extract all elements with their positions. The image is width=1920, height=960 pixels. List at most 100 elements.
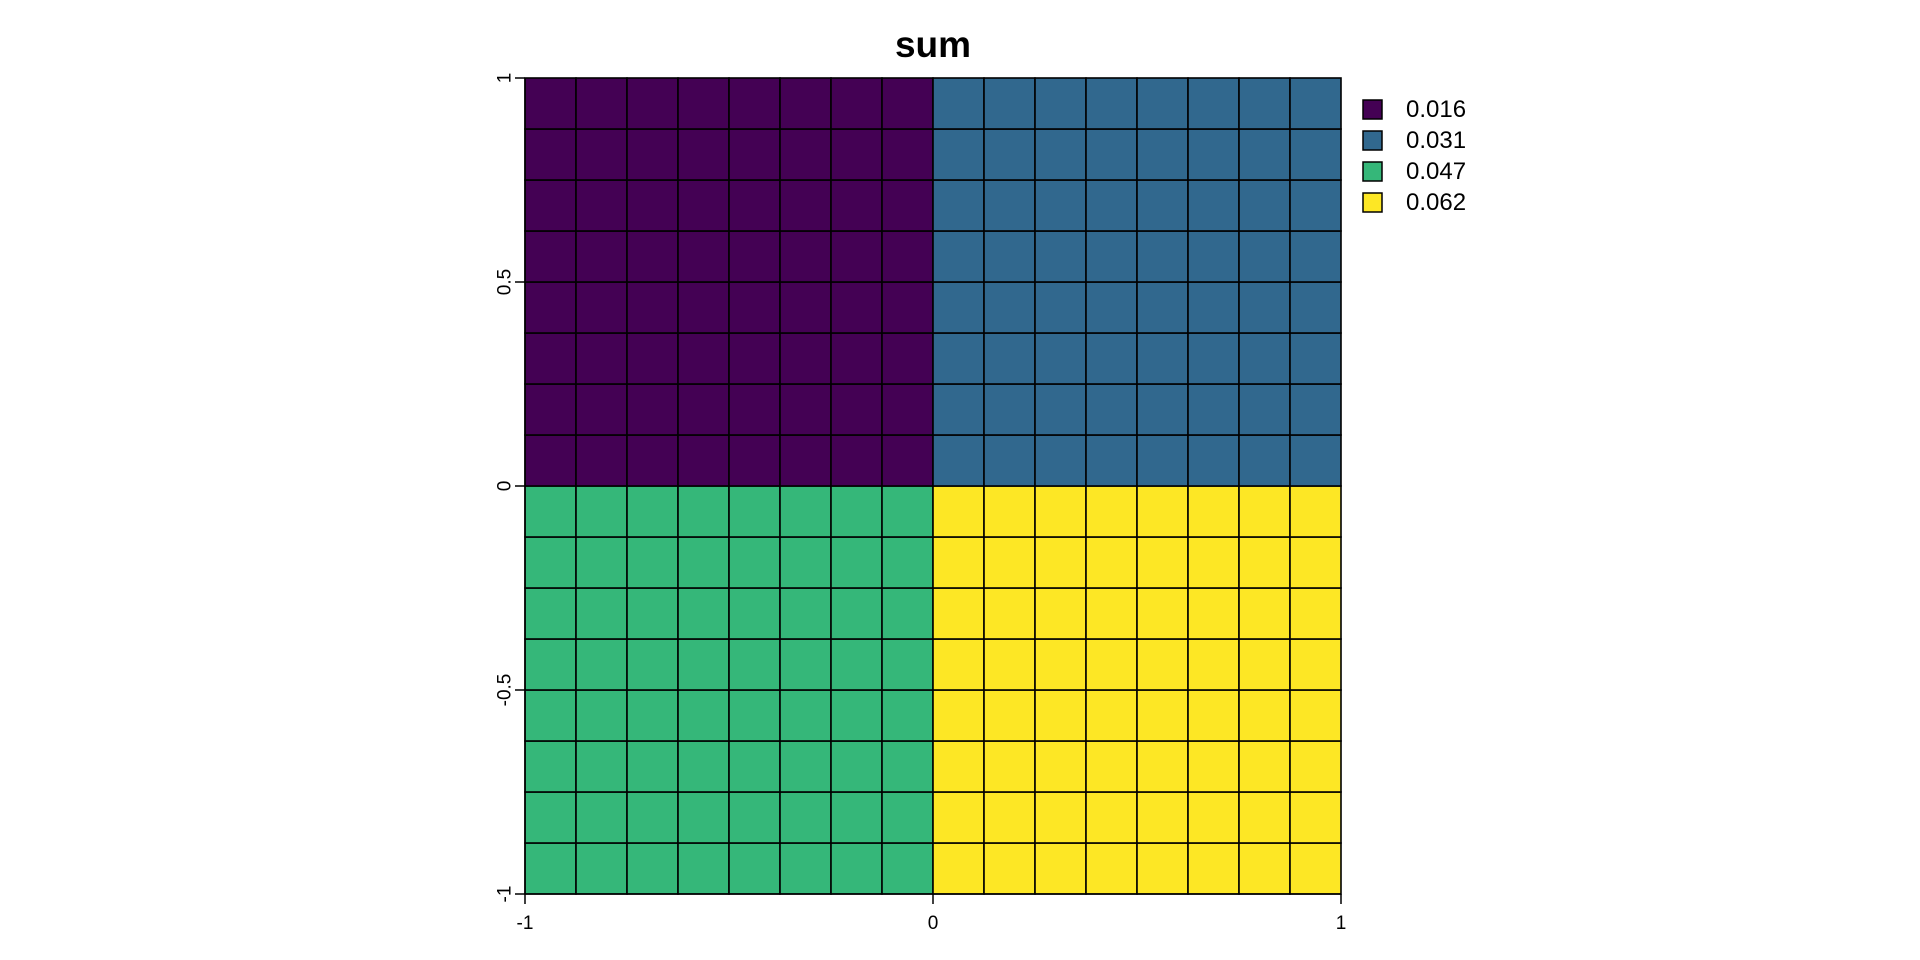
heatmap-cell [728, 332, 781, 385]
chart-title: sum [895, 24, 971, 65]
heatmap-cell [626, 77, 679, 130]
heatmap-cell [1136, 485, 1189, 538]
heatmap-cell [983, 281, 1036, 334]
heatmap-cell [932, 638, 985, 691]
heatmap-cell [575, 383, 628, 436]
heatmap-cell [575, 791, 628, 844]
heatmap-cell [1187, 179, 1240, 232]
heatmap-cell [881, 536, 934, 589]
heatmap-cell [626, 179, 679, 232]
heatmap-cell [677, 791, 730, 844]
heatmap-cell [1034, 740, 1087, 793]
heatmap-cell [779, 179, 832, 232]
heatmap-cell [1289, 689, 1342, 742]
heatmap-cell [1289, 77, 1342, 130]
x-tick-label: 0 [928, 913, 939, 934]
heatmap-cell [779, 281, 832, 334]
heatmap-cell [677, 179, 730, 232]
heatmap-cell [1187, 383, 1240, 436]
heatmap-cell [626, 434, 679, 487]
heatmap-cell [1034, 842, 1087, 895]
heatmap-cell [881, 638, 934, 691]
heatmap-cell [1085, 281, 1138, 334]
heatmap-cell [677, 230, 730, 283]
heatmap-cell [932, 740, 985, 793]
heatmap-cell [881, 791, 934, 844]
heatmap-cell [1238, 128, 1291, 181]
heatmap-cell [1085, 128, 1138, 181]
heatmap-cell [575, 638, 628, 691]
heatmap-cell [626, 281, 679, 334]
heatmap-cell [626, 587, 679, 640]
heatmap-cell [575, 485, 628, 538]
heatmap-cell [626, 842, 679, 895]
heatmap-cell [1034, 587, 1087, 640]
heatmap-cell [728, 179, 781, 232]
heatmap-cell [626, 485, 679, 538]
heatmap-cell [1238, 281, 1291, 334]
heatmap-cell [983, 791, 1036, 844]
heatmap-cell [626, 740, 679, 793]
heatmap-cell [779, 332, 832, 385]
heatmap-cells [524, 77, 1342, 895]
heatmap-cell [575, 740, 628, 793]
heatmap-cell [1085, 230, 1138, 283]
heatmap-cell [1289, 485, 1342, 538]
heatmap-cell [983, 536, 1036, 589]
heatmap-cell [1238, 638, 1291, 691]
heatmap-cell [524, 740, 577, 793]
heatmap-cell [830, 689, 883, 742]
heatmap-cell [830, 77, 883, 130]
heatmap-cell [728, 77, 781, 130]
heatmap-cell [881, 842, 934, 895]
heatmap-cell [728, 587, 781, 640]
heatmap-cell [626, 536, 679, 589]
heatmap-cell [1289, 842, 1342, 895]
heatmap-cell [1136, 230, 1189, 283]
heatmap-cell [932, 689, 985, 742]
heatmap-cell [983, 179, 1036, 232]
heatmap-cell [1187, 842, 1240, 895]
heatmap-cell [1136, 179, 1189, 232]
heatmap-cell [524, 638, 577, 691]
heatmap-cell [626, 791, 679, 844]
heatmap-cell [1238, 434, 1291, 487]
heatmap-cell [983, 230, 1036, 283]
heatmap-cell [677, 434, 730, 487]
heatmap-cell [524, 230, 577, 283]
heatmap-cell [1187, 689, 1240, 742]
heatmap-cell [1034, 383, 1087, 436]
y-tick-label: -0.5 [495, 674, 516, 707]
heatmap-cell [524, 842, 577, 895]
heatmap-cell [881, 332, 934, 385]
heatmap-cell [1136, 383, 1189, 436]
heatmap-cell [1289, 791, 1342, 844]
heatmap-cell [830, 332, 883, 385]
heatmap-cell [728, 383, 781, 436]
heatmap-cell [524, 434, 577, 487]
heatmap-cell [881, 689, 934, 742]
heatmap-cell [1238, 179, 1291, 232]
heatmap-cell [1034, 638, 1087, 691]
heatmap-cell [524, 77, 577, 130]
heatmap-cell [575, 230, 628, 283]
heatmap-cell [728, 791, 781, 844]
legend-swatch [1362, 99, 1383, 120]
heatmap-cell [1238, 842, 1291, 895]
heatmap-cell [983, 740, 1036, 793]
heatmap-cell [524, 128, 577, 181]
heatmap-cell [830, 485, 883, 538]
heatmap-cell [932, 485, 985, 538]
heatmap-cell [575, 434, 628, 487]
heatmap-cell [1289, 434, 1342, 487]
heatmap-cell [830, 740, 883, 793]
heatmap-cell [1085, 434, 1138, 487]
heatmap-cell [983, 587, 1036, 640]
heatmap-cell [1238, 791, 1291, 844]
heatmap-cell [1289, 536, 1342, 589]
heatmap-cell [1034, 230, 1087, 283]
heatmap-cell [1085, 485, 1138, 538]
heatmap-cell [983, 689, 1036, 742]
heatmap-cell [728, 842, 781, 895]
